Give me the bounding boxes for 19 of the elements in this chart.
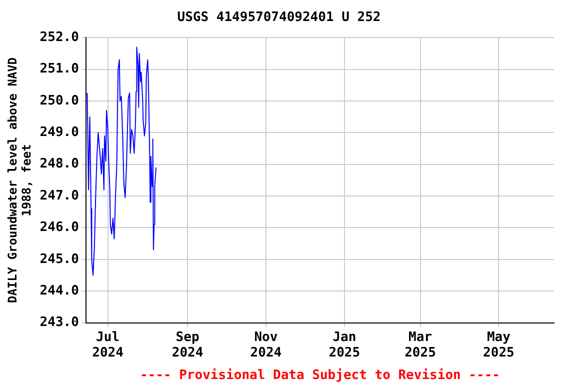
y-tick-label: 246.0 (40, 220, 80, 236)
y-tick-label: 252.0 (40, 30, 80, 45)
y-tick-label: 244.0 (40, 283, 80, 298)
y-tick-label: 248.0 (40, 156, 80, 172)
y-tick-label: 251.0 (40, 62, 80, 77)
x-tick-label: Jan 2025 (328, 330, 360, 361)
y-tick-label: 249.0 (40, 125, 80, 140)
y-tick-label: 247.0 (40, 188, 80, 204)
x-tick-label: Jul 2024 (92, 330, 124, 361)
y-axis-title: DAILY Groundwater level above NAVD 1988, feet (5, 57, 34, 304)
x-tick-label: May 2025 (483, 330, 514, 361)
x-tick-label: Nov 2024 (250, 330, 282, 361)
chart-title: USGS 414957074092401 U 252 (177, 10, 381, 26)
y-tick-label: 250.0 (40, 93, 80, 108)
x-tick-label: Sep 2024 (172, 330, 204, 361)
y-tick-label: 243.0 (40, 315, 80, 330)
x-tick-label: Mar 2025 (404, 330, 436, 361)
text: ---- Provisional Data Subject to Revision ---- (140, 368, 500, 383)
y-tick-label: 245.0 (40, 252, 80, 267)
